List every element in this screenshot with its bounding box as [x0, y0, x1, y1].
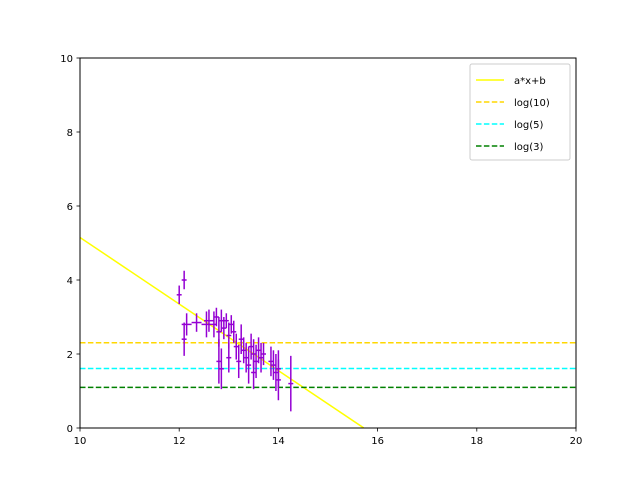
- data-point: [246, 346, 252, 384]
- data-point: [226, 342, 232, 373]
- data-point: [241, 337, 247, 364]
- data-point: [213, 307, 219, 327]
- y-tick-label: 6: [67, 202, 73, 213]
- data-point: [243, 342, 249, 373]
- data-point: [181, 270, 187, 290]
- y-tick-label: 4: [67, 276, 73, 287]
- data-point: [248, 333, 254, 360]
- data-point: [231, 320, 237, 343]
- y-tick-label: 0: [67, 424, 73, 435]
- data-point: [261, 342, 266, 366]
- data-point: [236, 344, 242, 379]
- ticks-layer: 10 12 14 16 18 20 0 2 4 6 8 10: [60, 54, 582, 447]
- series-line-a-x-b: [80, 236, 365, 428]
- x-tick-label: 12: [173, 436, 186, 447]
- legend-label: a*x+b: [514, 76, 546, 87]
- data-point: [204, 309, 214, 332]
- legend-label: log(5): [514, 120, 544, 131]
- x-tick-label: 14: [272, 436, 285, 447]
- series-layer: [80, 236, 576, 428]
- data-point: [201, 311, 212, 338]
- points-layer: [176, 270, 294, 412]
- data-point: [218, 348, 224, 390]
- data-point: [223, 313, 229, 329]
- x-tick-label: 10: [74, 436, 87, 447]
- data-point: [288, 355, 294, 412]
- data-point: [270, 350, 276, 380]
- data-point: [275, 359, 281, 401]
- x-tick-label: 16: [371, 436, 384, 447]
- data-point: [176, 285, 182, 305]
- data-point: [268, 346, 274, 377]
- y-tick-label: 8: [67, 128, 73, 139]
- plot-frame: [79, 57, 577, 429]
- x-tick-label: 20: [570, 436, 583, 447]
- legend-label: log(10): [514, 98, 550, 109]
- y-tick-label: 2: [67, 350, 73, 361]
- data-point: [238, 324, 244, 354]
- data-point: [228, 315, 234, 334]
- data-point: [273, 354, 279, 391]
- x-tick-label: 18: [470, 436, 483, 447]
- data-point: [258, 342, 264, 373]
- legend: a*x+b log(10) log(5) log(3): [469, 63, 571, 161]
- data-point: [256, 337, 262, 364]
- data-point: [233, 333, 239, 360]
- y-tick-label: 10: [60, 54, 73, 65]
- legend-label: log(3): [514, 142, 544, 153]
- data-point: [191, 313, 202, 332]
- data-point: [211, 311, 217, 338]
- data-point: [216, 339, 222, 384]
- data-point: [181, 322, 187, 356]
- data-point: [181, 313, 192, 336]
- data-point: [251, 339, 257, 369]
- legend-frame: [469, 63, 571, 161]
